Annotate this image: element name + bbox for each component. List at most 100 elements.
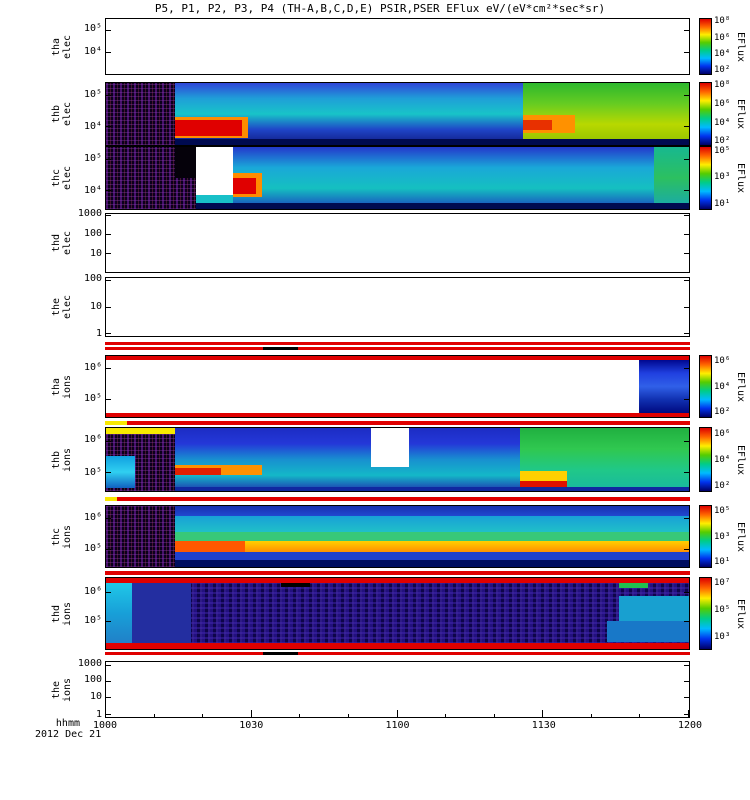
y-tickmark <box>684 215 689 217</box>
x-tickmark <box>639 714 641 717</box>
y-tickmark <box>684 234 689 236</box>
heatmap-block <box>106 515 689 532</box>
panel-label-line: thc <box>51 527 62 546</box>
panel-thb-elec <box>105 82 690 146</box>
y-tickmark <box>106 620 111 622</box>
colorbar-tick-label: 10⁵ <box>714 146 731 157</box>
colorbar-title: EFlux <box>735 162 746 194</box>
y-tickmark <box>684 713 689 715</box>
status-strip-4 <box>105 571 690 575</box>
colorbar-tha-elec <box>699 18 712 75</box>
y-tick-label: 10⁴ <box>83 46 102 58</box>
colorbar-tick-label: 10² <box>714 65 731 76</box>
x-tickmark <box>396 710 398 717</box>
y-tick-label: 10 <box>89 691 102 703</box>
panel-label-thb-ions: thb ions <box>51 420 73 500</box>
heatmap-block <box>106 202 689 209</box>
y-tickmark <box>684 620 689 622</box>
y-tick-label: 10⁵ <box>83 543 102 555</box>
y-tickmark <box>106 234 111 236</box>
heatmap-block <box>196 147 233 196</box>
colorbar-tha-ions <box>699 355 712 418</box>
colorbar-tick-label: 10⁷ <box>714 577 731 588</box>
heatmap-block <box>106 531 689 542</box>
colorbar-title: EFlux <box>735 98 746 130</box>
colorbar-tick-label: 10¹ <box>714 198 731 209</box>
x-tick-label: 1030 <box>239 720 264 731</box>
colorbar-tick-label: 10³ <box>714 171 731 182</box>
strip-segment <box>105 497 690 501</box>
heatmap-block <box>132 582 191 644</box>
colorbar-tick-label: 10² <box>714 480 731 491</box>
x-tickmark <box>105 710 106 717</box>
y-tick-label: 10⁴ <box>83 184 102 196</box>
heatmap-block <box>106 662 689 717</box>
y-tickmark <box>684 664 689 666</box>
colorbar-thc-ions <box>699 505 712 568</box>
panel-tha-ions <box>105 355 690 418</box>
y-tickmark <box>684 95 689 97</box>
y-tick-label: 10⁵ <box>83 466 102 478</box>
colorbar-tick-label: 10² <box>714 135 731 146</box>
panel-label-line: elec <box>62 294 73 320</box>
heatmap-block <box>174 147 197 178</box>
heatmap-block <box>106 356 689 360</box>
panel-label-line: thb <box>51 450 62 469</box>
y-tickmark <box>106 253 111 255</box>
panel-label-line: ions <box>62 374 73 399</box>
colorbar-tick-label: 10⁴ <box>714 381 731 392</box>
y-tickmark <box>684 680 689 682</box>
y-tick-label: 10⁵ <box>83 614 102 626</box>
heatmap-block <box>639 359 689 414</box>
y-tickmark <box>106 548 111 550</box>
y-tick-label: 10⁵ <box>83 152 102 164</box>
colorbar-tick-label: 10⁶ <box>714 99 731 110</box>
colorbar-thb-ions <box>699 427 712 492</box>
heatmap-block <box>106 83 175 145</box>
x-tickmark <box>493 714 495 717</box>
heatmap-block <box>106 506 175 567</box>
x-tickmark <box>299 714 301 717</box>
y-tick-label: 10⁵ <box>83 393 102 405</box>
panel-thc-ions <box>105 505 690 568</box>
colorbar-tick-label: 10⁵ <box>714 604 731 615</box>
status-strip-0 <box>105 342 690 345</box>
y-tickmark <box>106 30 111 31</box>
y-tickmark <box>106 215 111 217</box>
x-tickmark <box>153 714 155 717</box>
panel-label-line: ions <box>62 524 73 549</box>
heatmap-block <box>106 428 175 435</box>
strip-segment <box>105 421 690 425</box>
y-tick-label: 1 <box>95 328 102 339</box>
y-tickmark <box>106 307 111 308</box>
y-tickmark <box>106 592 111 594</box>
colorbar-tick-label: 10³ <box>714 531 731 542</box>
y-tickmark <box>106 52 111 53</box>
y-tickmark <box>684 30 689 31</box>
strip-segment <box>105 571 690 575</box>
status-strip-5 <box>105 652 690 655</box>
heatmap-block <box>106 506 689 516</box>
panel-label-line: the <box>51 680 62 699</box>
y-tickmark <box>684 368 689 370</box>
colorbar-tick-label: 10⁵ <box>714 506 731 517</box>
panel-label-line: ions <box>62 447 73 472</box>
y-tickmark <box>106 664 111 666</box>
y-tick-label: 10 <box>89 247 102 259</box>
y-tickmark <box>684 472 689 474</box>
heatmap-block <box>106 559 689 567</box>
y-tickmark <box>684 159 689 161</box>
y-tick-label: 10⁴ <box>83 120 102 132</box>
y-tick-label: 1000 <box>77 208 102 220</box>
panel-label-line: ions <box>62 601 73 626</box>
y-tickmark <box>684 548 689 550</box>
status-strip-1 <box>105 347 690 350</box>
status-strip-2 <box>105 421 690 425</box>
y-tickmark <box>106 518 111 520</box>
plot-title: P5, P1, P2, P3, P4 (TH-A,B,C,D,E) PSIR,P… <box>154 2 606 15</box>
colorbar-tick-label: 10² <box>714 406 731 417</box>
heatmap-block <box>196 195 233 203</box>
y-tickmark <box>684 280 689 282</box>
colorbar-tick-label: 10³ <box>714 631 731 642</box>
x-tick-label: 1000 <box>92 720 118 731</box>
